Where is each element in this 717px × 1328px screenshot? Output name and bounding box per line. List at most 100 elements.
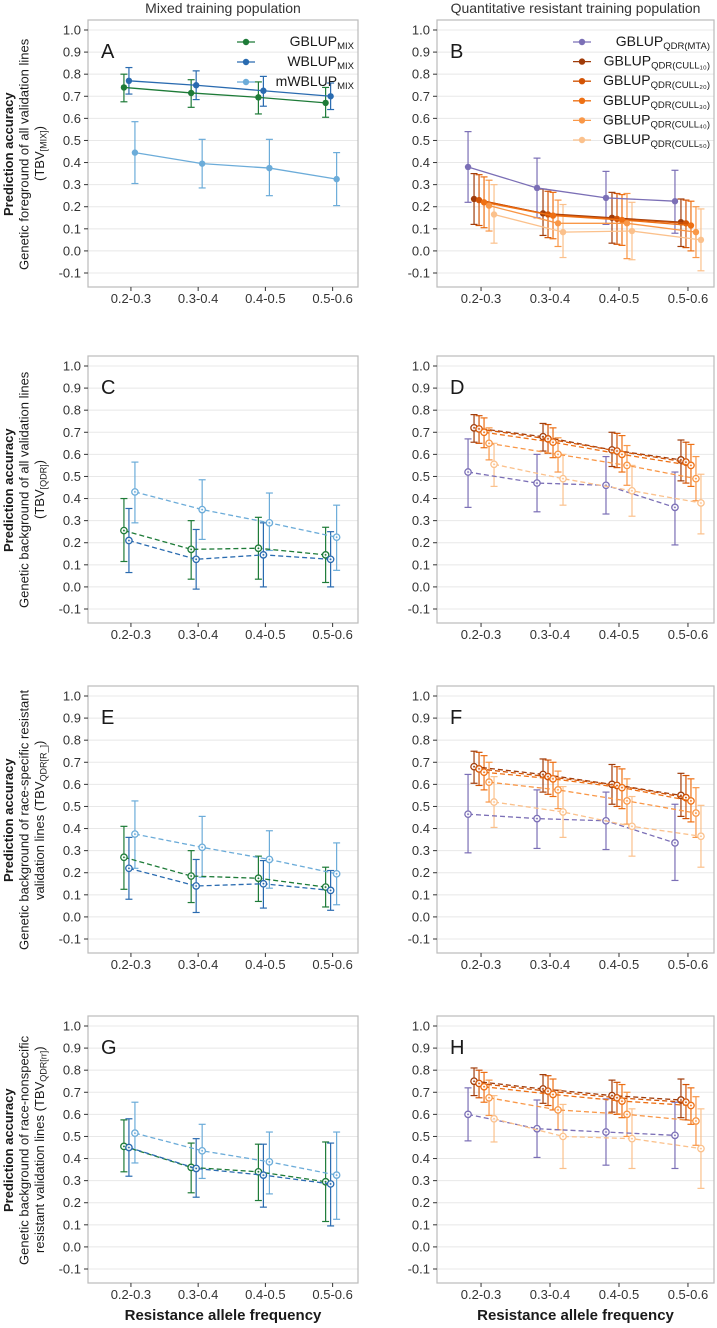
data-point-center xyxy=(562,477,564,480)
y-tick-label: 0.8 xyxy=(412,403,430,418)
y-tick-label: 0.6 xyxy=(412,1107,430,1122)
data-point-center xyxy=(128,1146,130,1149)
data-point-center xyxy=(690,464,692,467)
panel-H: 1.0 0.9 0.8 0.7 0.6 0.5 0.4 0.3 0.2 0.1 0.0 -0.1 0.2… xyxy=(360,992,717,1328)
y-axis-label-G: Prediction accuracy Genetic background of… xyxy=(1,1016,49,1284)
y-tick-label: 0.4 xyxy=(63,821,81,836)
y-tick-label: -0.1 xyxy=(408,1262,430,1277)
data-point xyxy=(618,216,626,224)
y-axis-label-bold: Prediction accuracy xyxy=(1,758,16,882)
y-tick-label: 0.9 xyxy=(63,711,81,726)
data-point-center xyxy=(536,817,538,820)
y-axis-label-bold: Prediction accuracy xyxy=(1,1088,16,1212)
y-tick-label: 1.0 xyxy=(63,23,81,38)
x-tick-label: 0.3-0.4 xyxy=(530,957,570,972)
plot-area xyxy=(437,1016,714,1283)
data-point-center xyxy=(631,489,633,492)
data-point-center xyxy=(123,856,125,859)
x-tick-label: 0.2-0.3 xyxy=(111,1287,151,1302)
column-title-mixed: Mixed training population xyxy=(145,0,301,16)
series-line-1 xyxy=(128,80,331,97)
panel-letter: H xyxy=(450,1037,464,1059)
y-tick-label: 0.2 xyxy=(63,865,81,880)
y-tick-label: 0.0 xyxy=(412,1239,430,1254)
y-tick-label: 1.0 xyxy=(412,689,430,704)
y-tick-label: 0.7 xyxy=(63,755,81,770)
series-line-3 xyxy=(483,201,692,227)
legend-label: GBLUPQDR(CULL₂₀) xyxy=(603,72,710,91)
y-axis-label-bold: Prediction accuracy xyxy=(1,428,16,552)
data-point-center xyxy=(685,796,687,799)
y-tick-label: 0.3 xyxy=(63,1173,81,1188)
data-point-center xyxy=(329,889,332,892)
x-tick-label: 0.4-0.5 xyxy=(245,1287,285,1302)
y-tick-label: 0.3 xyxy=(63,177,81,192)
data-point xyxy=(677,218,685,226)
y-tick-label: 0.3 xyxy=(63,513,81,528)
y-tick-label: -0.1 xyxy=(408,932,430,947)
data-point xyxy=(623,220,631,227)
data-point-center xyxy=(621,453,623,456)
panel-border xyxy=(436,685,715,954)
data-point-center xyxy=(616,1096,618,1099)
data-point xyxy=(613,215,621,223)
y-tick-label: 0.1 xyxy=(63,887,81,902)
data-point xyxy=(671,198,679,205)
data-point-center xyxy=(195,558,198,561)
data-point-center xyxy=(557,453,559,456)
data-point-center xyxy=(488,1096,490,1099)
data-point-center xyxy=(257,547,260,550)
y-tick-label: 0.0 xyxy=(63,909,81,924)
series-line-0 xyxy=(468,813,676,844)
x-tick-label: 0.3-0.4 xyxy=(178,291,218,306)
data-point-center xyxy=(268,521,271,524)
y-tick-label: 0.8 xyxy=(412,1063,430,1078)
panel-border xyxy=(436,19,715,288)
panel-B: Quantitative resistant training populati… xyxy=(360,0,717,332)
data-point-center xyxy=(542,1088,544,1090)
y-tick-label: 0.0 xyxy=(63,243,81,258)
errorbars-GBLUP-4 xyxy=(485,1079,700,1146)
series-line-2 xyxy=(134,491,337,538)
series-line-5 xyxy=(493,463,702,504)
series-line-0 xyxy=(123,529,326,556)
y-tick-label: 0.3 xyxy=(63,843,81,858)
data-point xyxy=(470,195,478,203)
data-point-center xyxy=(626,800,628,802)
panel-E: Prediction accuracy Genetic background of… xyxy=(0,662,360,992)
x-tick-label: 0.5-0.6 xyxy=(668,957,708,972)
panel-F: 1.0 0.9 0.8 0.7 0.6 0.5 0.4 0.3 0.2 0.1 0.0 -0.1 0.2… xyxy=(360,662,717,992)
y-axis-label-E: Prediction accuracy Genetic background of… xyxy=(1,686,49,954)
y-tick-label: 0.4 xyxy=(63,491,81,506)
y-tick-label: 0.8 xyxy=(63,403,81,418)
series-line-4 xyxy=(488,1097,697,1122)
x-tick-label: 0.3-0.4 xyxy=(178,627,218,642)
data-point-center xyxy=(674,1134,676,1137)
y-tick-label: 0.2 xyxy=(412,865,430,880)
y-tick-label: 0.5 xyxy=(63,1129,81,1144)
legend-label: GBLUPQDR(CULL₅₀) xyxy=(603,131,710,150)
y-tick-label: 0.4 xyxy=(412,821,430,836)
x-tick-label: 0.2-0.3 xyxy=(461,1287,501,1302)
data-point-center xyxy=(621,1100,623,1103)
x-tick-label: 0.4-0.5 xyxy=(599,291,639,306)
series-line-4 xyxy=(488,204,697,233)
y-tick-label: 1.0 xyxy=(412,1019,430,1034)
legend-label: mWBLUPMIX xyxy=(276,73,355,92)
y-tick-label: 0.9 xyxy=(63,381,81,396)
legend-marker xyxy=(578,58,586,65)
data-point-center xyxy=(201,846,204,849)
data-point-center xyxy=(631,825,633,828)
data-point-center xyxy=(552,1093,554,1096)
data-point xyxy=(490,211,498,218)
x-tick-label: 0.2-0.3 xyxy=(461,291,501,306)
data-point-center xyxy=(483,771,485,774)
data-point-center xyxy=(134,491,136,493)
panel-letter: G xyxy=(101,1037,117,1059)
panel-letter: D xyxy=(450,377,464,399)
data-point-center xyxy=(262,1174,265,1177)
series-line-2 xyxy=(478,428,687,463)
data-point-center xyxy=(626,464,628,467)
plot-area xyxy=(88,356,358,623)
data-point-center xyxy=(690,800,692,802)
